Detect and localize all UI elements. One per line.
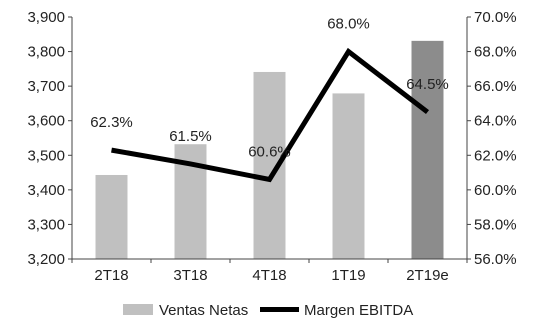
y-right-tick-label: 60.0% — [474, 182, 517, 199]
legend-label-ventas-netas: Ventas Netas — [159, 302, 248, 319]
y-right-tick-label: 58.0% — [474, 216, 517, 233]
legend-label-margen-ebitda: Margen EBITDA — [304, 302, 413, 319]
x-tick-label: 4T18 — [252, 267, 286, 284]
data-label-3t18: 61.5% — [169, 128, 212, 145]
y-left-tick-label: 3,800 — [27, 44, 65, 61]
x-tick-label: 2T19e — [406, 267, 449, 284]
y-right-tick-label: 64.0% — [474, 113, 517, 130]
x-tick-label: 3T18 — [173, 267, 207, 284]
bar-2t18 — [95, 174, 128, 259]
y-left-tick-label: 3,700 — [27, 78, 65, 95]
data-label-2t18: 62.3% — [90, 114, 133, 131]
data-label-2t19e: 64.5% — [406, 76, 449, 93]
x-tick-label: 1T19 — [331, 267, 365, 284]
line-series — [111, 47, 430, 183]
x-tick-label: 2T18 — [94, 267, 128, 284]
legend-swatch-ventas-netas — [123, 304, 153, 315]
data-label-1t19: 68.0% — [327, 16, 370, 33]
y-left-tick-label: 3,200 — [27, 251, 65, 268]
chart-axes: 3,200 56.0% 3,300 58.0% 3,400 60.0% 3,500 62.0%… — [27, 9, 516, 284]
y-left-tick-label: 3,600 — [27, 113, 65, 130]
y-right-tick-label: 66.0% — [474, 78, 517, 95]
y-right-tick-label: 62.0% — [474, 147, 517, 164]
legend: Ventas Netas Margen EBITDA — [123, 302, 413, 319]
y-left-tick-label: 3,300 — [27, 216, 65, 233]
y-left-tick-label: 3,900 — [27, 9, 65, 26]
y-left-tick-label: 3,500 — [27, 147, 65, 164]
bar-series — [95, 40, 444, 260]
data-labels: 62.3% 61.5% 60.6% 68.0% 64.5% — [90, 16, 449, 161]
y-right-tick-label: 68.0% — [474, 44, 517, 61]
line-margen-ebitda — [111, 47, 430, 183]
y-right-tick-label: 56.0% — [474, 251, 517, 268]
y-left-tick-label: 3,400 — [27, 182, 65, 199]
bar-2t19e — [411, 40, 444, 260]
y-right-tick-label: 70.0% — [474, 9, 517, 26]
data-label-4t18: 60.6% — [248, 143, 291, 160]
bar-1t19 — [332, 93, 365, 259]
